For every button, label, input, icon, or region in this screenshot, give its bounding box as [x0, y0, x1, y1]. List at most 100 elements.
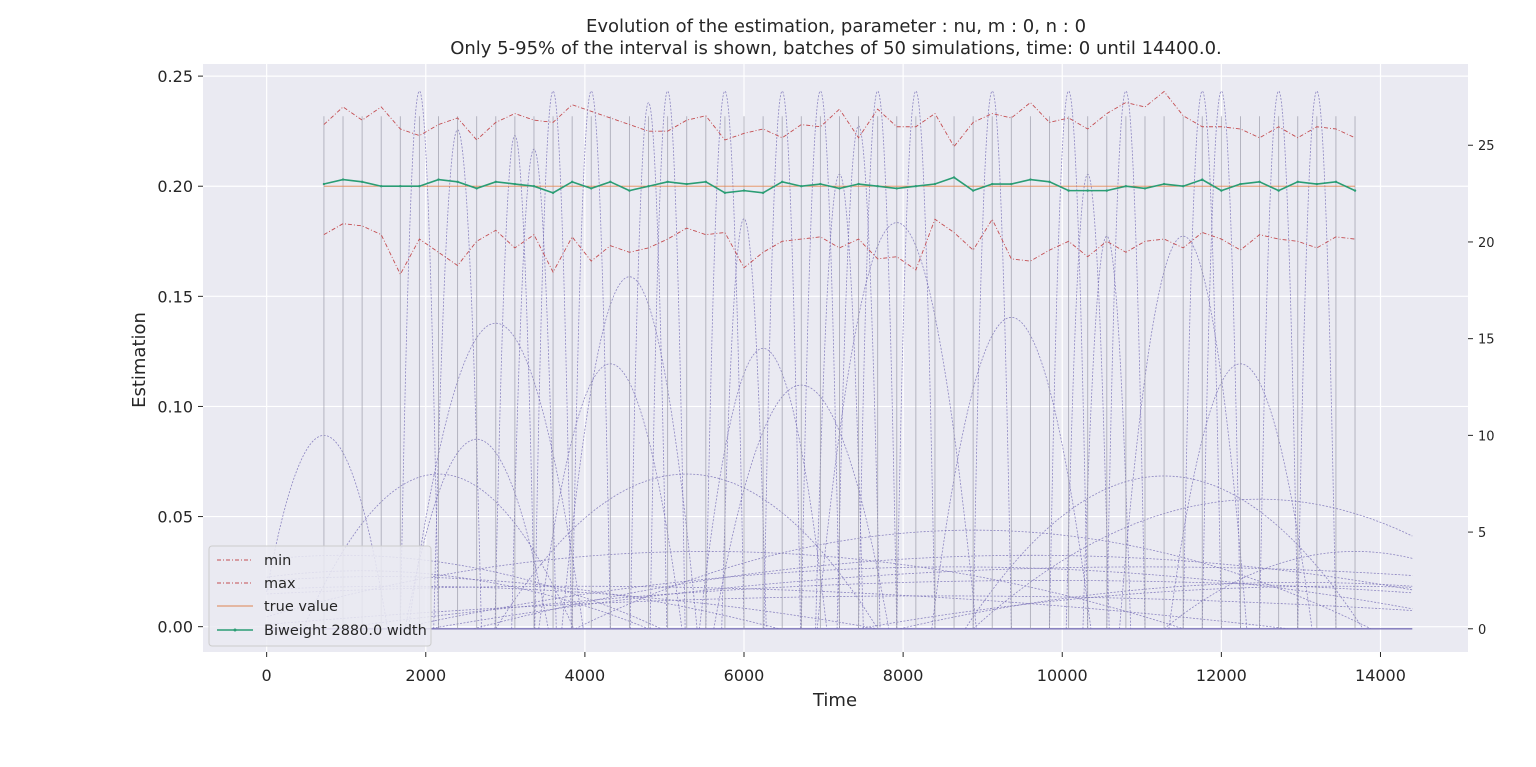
- batch-markers: [323, 116, 1356, 629]
- series-point: [437, 178, 440, 181]
- kernel-curve: [763, 90, 801, 629]
- series-point: [456, 180, 459, 184]
- series-point: [609, 180, 612, 184]
- kernel-curve: [972, 90, 1012, 629]
- x-tick-label: 2000: [405, 666, 446, 685]
- kernel-curve: [649, 90, 686, 629]
- x-tick-label: 4000: [565, 666, 606, 685]
- kernel-curve: [931, 316, 1092, 629]
- kernel-curve: [407, 322, 584, 629]
- series-point: [1029, 178, 1032, 181]
- kernel-curve: [816, 222, 977, 629]
- kernel-curve: [428, 566, 1413, 630]
- series-point: [494, 180, 497, 184]
- series-point: [1124, 185, 1128, 188]
- x-tick-label: 6000: [724, 666, 765, 685]
- kernel-curve: [1297, 90, 1337, 629]
- series-line-min: [323, 218, 1356, 276]
- x-tick-label: 0: [262, 666, 272, 685]
- series-point: [780, 180, 784, 184]
- series-point: [1334, 180, 1338, 184]
- series-point: [857, 182, 860, 186]
- x-tick-label: 10000: [1037, 666, 1088, 685]
- kernel-curve: [1201, 90, 1241, 629]
- kernel-curve: [399, 90, 439, 629]
- series-point: [914, 185, 918, 188]
- kernel-curve: [404, 438, 549, 629]
- kernel-curve: [858, 585, 1413, 630]
- series-point: [1143, 187, 1147, 190]
- series-point: [991, 182, 994, 186]
- series-point: [742, 189, 746, 192]
- series-point: [819, 182, 822, 186]
- chart-title: Evolution of the estimation, parameter :…: [586, 16, 1086, 37]
- series-point: [1181, 185, 1185, 188]
- series-point: [532, 185, 536, 188]
- x-axis-ticks: 0 2000 4000 6000 8000 10000 12000 14000: [262, 652, 1406, 685]
- series-point: [933, 182, 937, 186]
- series-point: [1296, 180, 1299, 184]
- series-point: [399, 185, 402, 188]
- series-point: [1258, 180, 1261, 184]
- series-point: [952, 176, 956, 179]
- y-tick-label: 0.00: [157, 618, 193, 637]
- series-point: [1162, 182, 1166, 186]
- series-point: [876, 185, 879, 188]
- x-tick-label: 8000: [883, 666, 924, 685]
- series-point: [1239, 182, 1242, 186]
- kernel-curve: [266, 585, 1289, 630]
- kernel-curve: [571, 90, 611, 629]
- series-point: [1105, 189, 1108, 192]
- kernel-curve: [1182, 90, 1222, 629]
- legend-marker-biweight: [233, 628, 237, 632]
- legend-box: [208, 545, 432, 647]
- kernel-curve: [1106, 90, 1146, 629]
- kernel-curve: [1082, 235, 1132, 629]
- series-point: [685, 182, 688, 186]
- kernel-curve: [561, 276, 698, 629]
- series-point: [1220, 189, 1223, 192]
- series-line-max: [323, 90, 1356, 148]
- y-tick-label: 0.25: [157, 67, 193, 86]
- series-point: [570, 180, 574, 184]
- legend: min max true value Biweight 2880.0 width: [208, 545, 432, 647]
- kernel-curve: [629, 102, 668, 629]
- kernel-curve: [705, 90, 745, 629]
- kernel-curve: [473, 554, 1413, 630]
- kernel-curve: [699, 347, 828, 629]
- kernel-curve: [896, 90, 936, 629]
- y-tick-label: 0.20: [157, 177, 193, 196]
- kernel-curve: [800, 90, 840, 629]
- series-point: [551, 191, 555, 195]
- series-point: [723, 191, 727, 195]
- legend-label-min: min: [264, 553, 291, 569]
- series-point: [380, 185, 383, 188]
- y-tick-label: 0.10: [157, 397, 193, 416]
- series-point: [1086, 189, 1089, 192]
- series-point: [838, 187, 841, 190]
- right-axis-ticks: 0 5 10 15 20 25: [1468, 139, 1495, 638]
- right-tick-label: 5: [1478, 526, 1486, 541]
- legend-label-biweight: Biweight 2880.0 width: [264, 623, 427, 639]
- right-tick-label: 10: [1478, 429, 1495, 444]
- series-point: [1048, 180, 1051, 184]
- series-point: [1277, 189, 1280, 192]
- series-point: [475, 187, 478, 190]
- y-tick-label: 0.05: [157, 508, 193, 527]
- legend-label-true-value: true value: [264, 599, 338, 615]
- right-tick-label: 25: [1478, 139, 1495, 154]
- kernel-curve: [858, 90, 898, 629]
- legend-label-max: max: [264, 576, 296, 592]
- series-point: [704, 180, 708, 184]
- series-point: [971, 189, 975, 192]
- series-point: [1010, 182, 1013, 186]
- y-axis-label: Estimation: [129, 312, 150, 408]
- series-point: [1067, 189, 1070, 192]
- kernel-curve: [1119, 235, 1248, 629]
- series-point: [590, 187, 593, 190]
- series-point: [1315, 182, 1319, 186]
- kernel-curve: [266, 434, 388, 629]
- series-point: [513, 182, 517, 186]
- series-point: [800, 185, 803, 188]
